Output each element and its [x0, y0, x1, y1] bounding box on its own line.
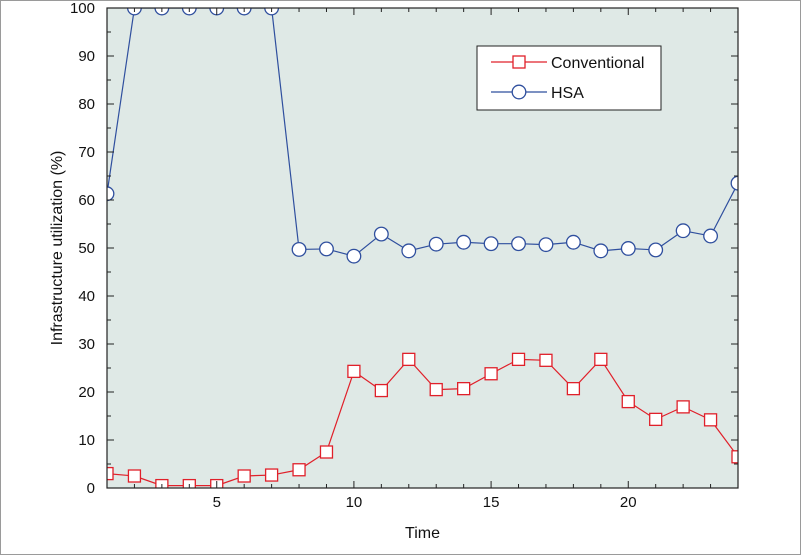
data-point-conventional — [237, 469, 251, 483]
data-point-conventional — [374, 383, 388, 398]
y-tick-label: 70 — [78, 144, 95, 161]
data-point-hsa — [620, 241, 636, 256]
y-tick-label: 40 — [78, 288, 95, 305]
data-point-hsa — [373, 226, 389, 242]
y-tick-label: 100 — [70, 0, 95, 17]
legend-label-hsa: HSA — [551, 85, 584, 102]
y-tick-label: 50 — [78, 240, 95, 257]
data-point-hsa — [730, 175, 738, 191]
data-point-conventional — [457, 381, 471, 396]
legend-box — [476, 45, 662, 111]
y-tick-label: 80 — [78, 96, 95, 113]
data-point-conventional — [402, 352, 416, 367]
data-point-conventional — [292, 463, 306, 477]
data-point-conventional — [676, 400, 690, 414]
data-point-hsa — [319, 241, 334, 257]
data-point-conventional — [594, 352, 608, 367]
x-tick-label: 10 — [346, 494, 363, 511]
data-point-conventional — [649, 412, 663, 427]
data-point-conventional — [731, 450, 738, 464]
legend-marker-conventional — [512, 55, 526, 69]
data-point-conventional — [107, 466, 114, 481]
legend: Conventional HSA — [476, 45, 662, 111]
series-layer — [107, 8, 738, 488]
data-point-hsa — [703, 228, 719, 244]
data-point-hsa — [456, 234, 472, 250]
x-tick-label: 5 — [213, 494, 221, 511]
data-point-hsa — [565, 234, 581, 250]
data-point-conventional — [703, 413, 718, 427]
data-point-hsa — [511, 236, 526, 252]
data-point-conventional — [539, 353, 553, 367]
data-point-hsa — [107, 186, 115, 202]
axis-layer: 0 10 20 30 40 50 60 70 80 90 100 5 10 15 20 — [70, 0, 739, 511]
data-point-conventional — [264, 468, 279, 482]
data-point-hsa — [346, 248, 362, 264]
y-tick-label: 10 — [78, 432, 95, 449]
legend-marker-hsa — [511, 84, 527, 100]
data-point-conventional — [621, 394, 635, 409]
y-tick-label: 0 — [87, 480, 95, 497]
data-point-conventional — [155, 478, 169, 488]
data-point-conventional — [566, 381, 581, 396]
y-tick-label: 90 — [78, 48, 95, 65]
y-tick-label: 20 — [78, 384, 95, 401]
data-point-hsa — [483, 236, 499, 252]
y-axis-title: Infrastructure utilization (%) — [49, 151, 66, 346]
y-tick-label: 60 — [78, 192, 95, 209]
y-tick-label: 30 — [78, 336, 95, 353]
data-point-conventional — [347, 364, 361, 379]
data-point-conventional — [182, 478, 196, 488]
data-point-conventional — [511, 352, 526, 367]
data-point-conventional — [127, 469, 142, 483]
data-point-hsa — [675, 223, 691, 239]
data-point-hsa — [538, 237, 554, 253]
data-point-hsa — [428, 236, 444, 252]
x-tick-label: 20 — [620, 494, 637, 511]
data-point-hsa — [401, 243, 417, 259]
data-point-conventional — [484, 367, 498, 381]
data-point-conventional — [429, 382, 443, 397]
legend-label-conventional: Conventional — [551, 55, 644, 72]
x-tick-label: 15 — [483, 494, 500, 511]
x-axis-title: Time — [405, 525, 440, 542]
data-point-hsa — [291, 241, 307, 257]
data-point-conventional — [319, 445, 334, 459]
data-point-hsa — [648, 242, 664, 258]
data-point-hsa — [593, 243, 609, 259]
